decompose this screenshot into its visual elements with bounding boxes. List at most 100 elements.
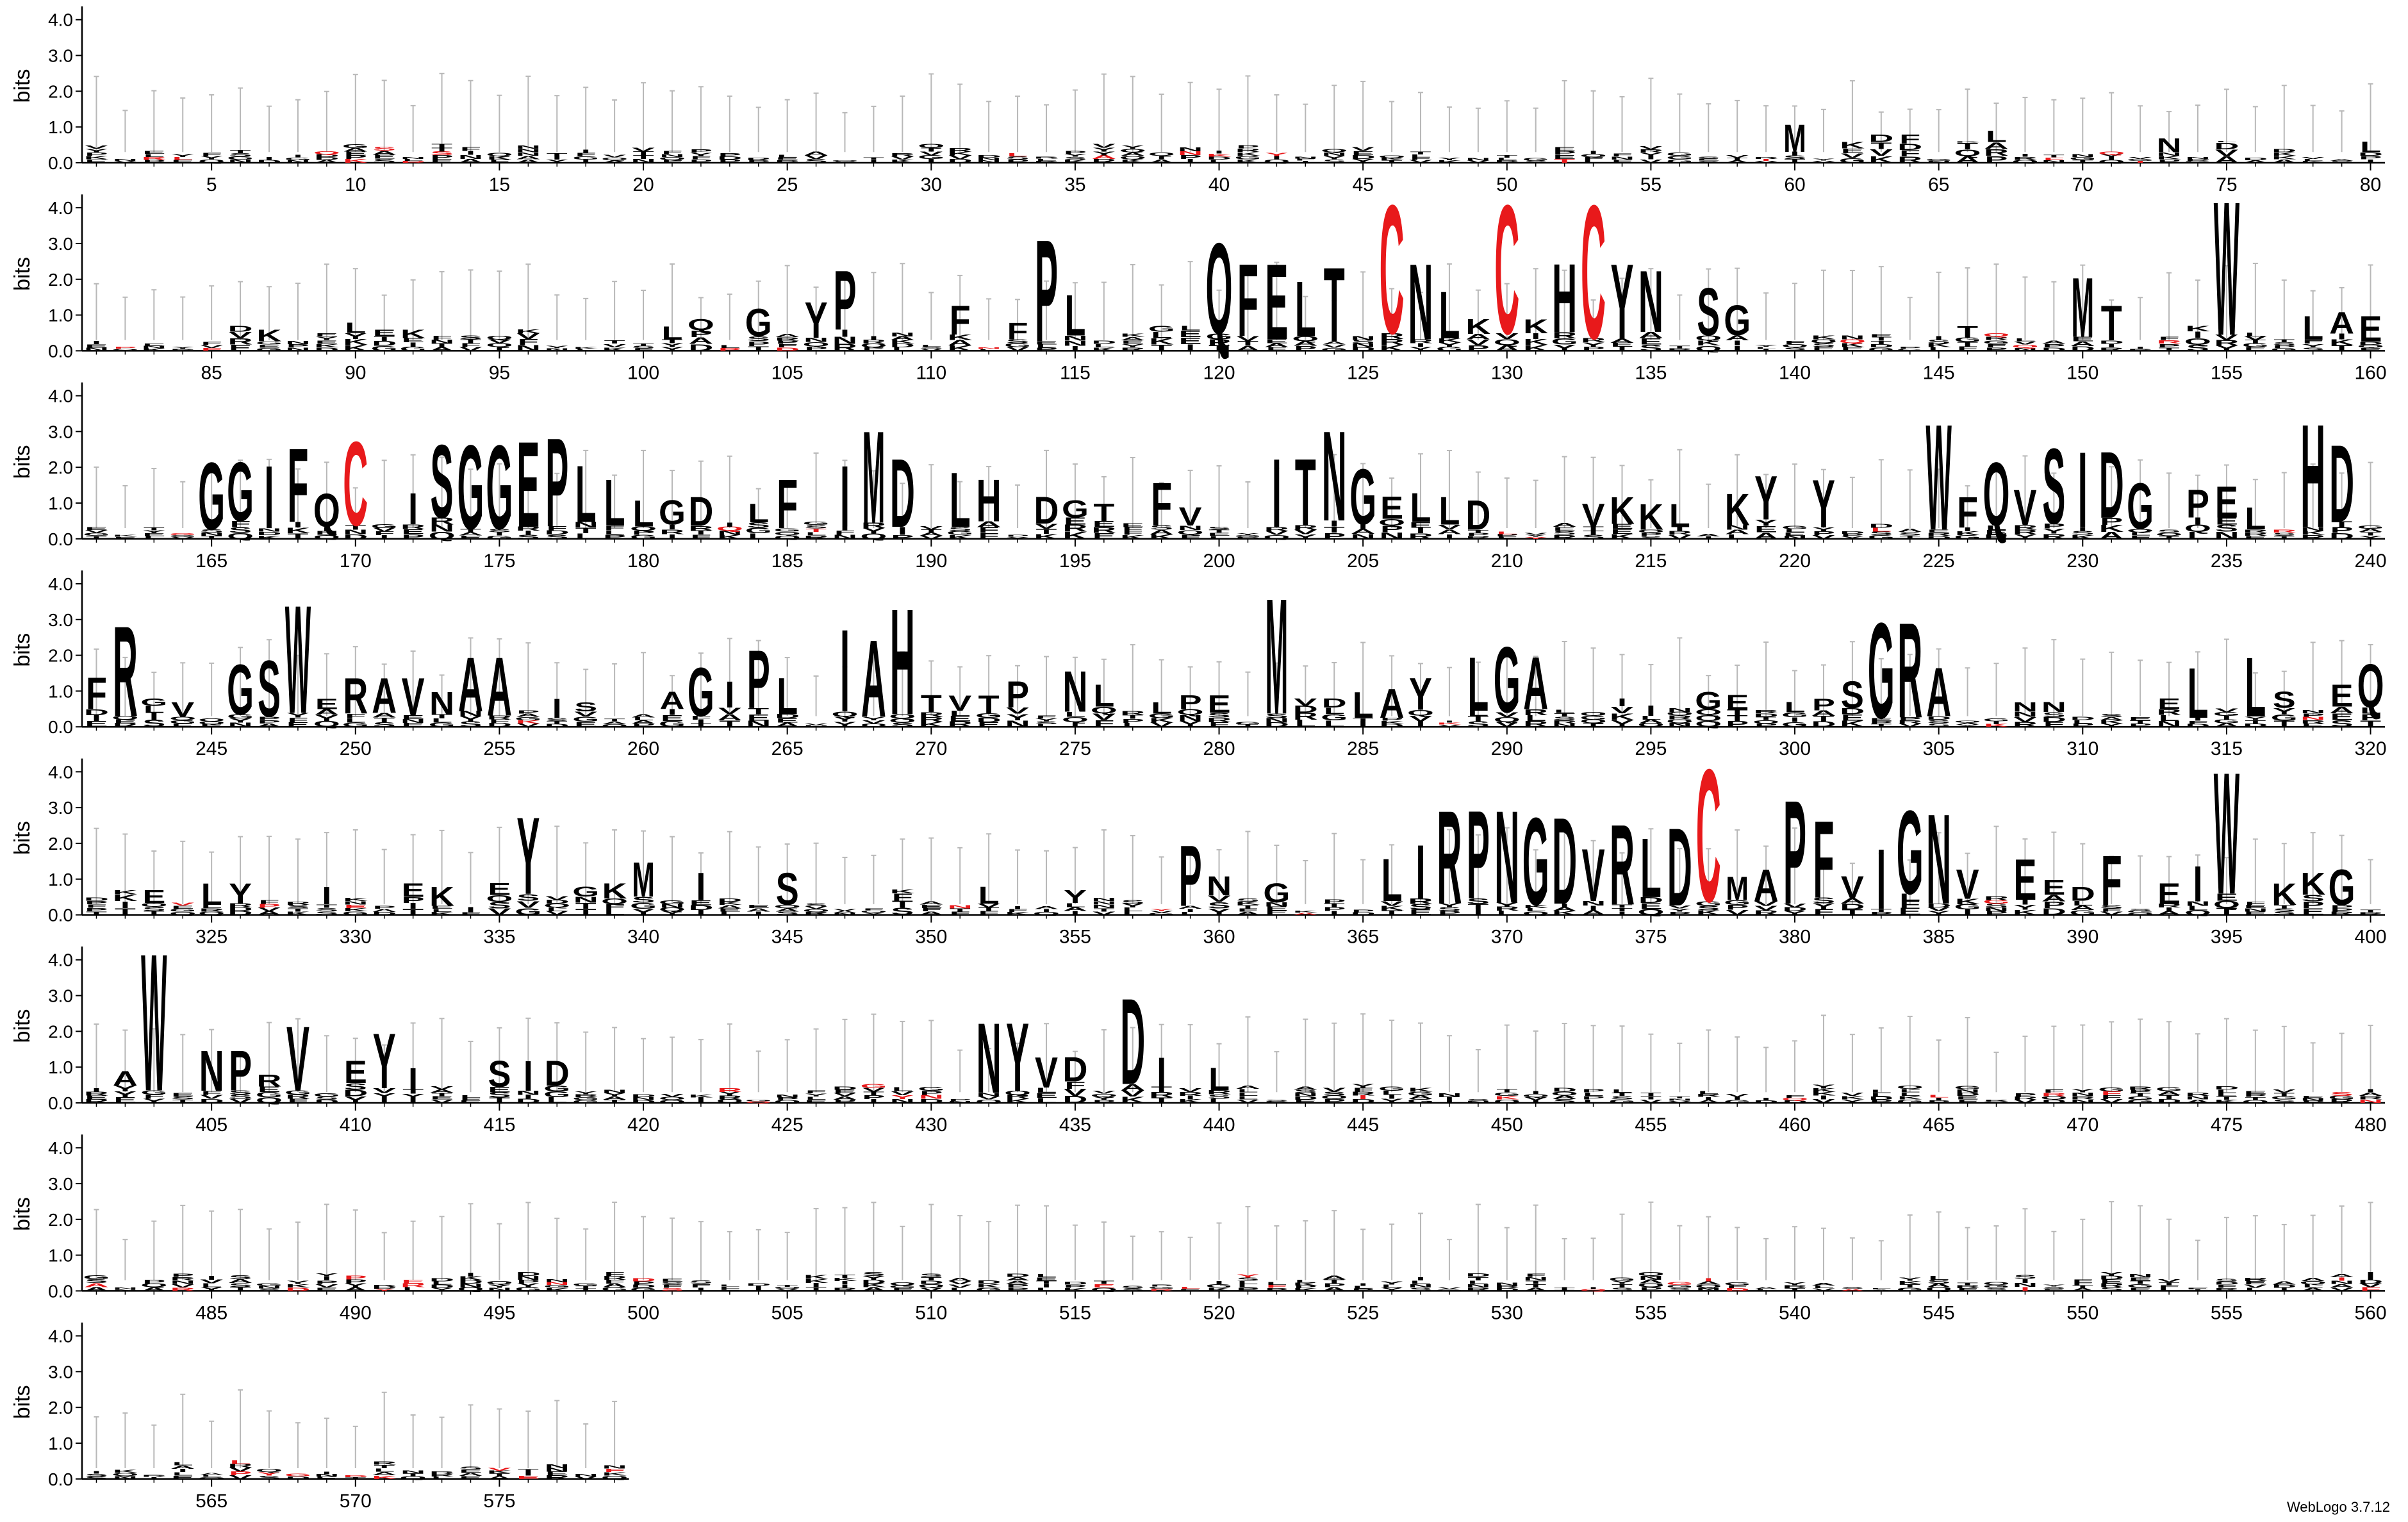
residue-letter: Q xyxy=(1378,517,1405,527)
residue-letter: T xyxy=(2245,339,2266,345)
y-tick-label: 2.0 xyxy=(48,458,73,477)
consensus-letter: E xyxy=(1726,691,1749,715)
residue-letter: P xyxy=(718,153,741,158)
residue-letter: D xyxy=(631,1093,656,1098)
consensus-letter: K xyxy=(1638,497,1663,538)
consensus-letter: F xyxy=(950,297,971,343)
residue-letter: E xyxy=(1093,532,1116,541)
residue-letter: F xyxy=(863,907,884,911)
residue-letter: A xyxy=(1235,345,1260,352)
y-tick-label: 2.0 xyxy=(48,1210,73,1230)
consensus-letter: K xyxy=(2186,325,2211,333)
residue-letter: V xyxy=(85,144,108,150)
residue-letter: P xyxy=(805,345,828,352)
residue-letter: T xyxy=(2331,344,2352,353)
residue-letter: Q xyxy=(486,152,513,157)
consensus-letter: K xyxy=(1610,490,1635,533)
residue-letter: I xyxy=(2107,156,2116,161)
residue-letter: D xyxy=(746,1283,771,1287)
consensus-letter: G xyxy=(1868,594,1895,747)
residue-letter: E xyxy=(776,157,799,161)
residue-letter: F xyxy=(1785,1095,1806,1098)
residue-letter: A xyxy=(2329,159,2354,161)
residue-letter: E xyxy=(1611,523,1634,531)
residue-letter: P xyxy=(689,329,713,339)
residue-letter: Y xyxy=(545,345,568,349)
residue-letter: K xyxy=(1062,159,1087,163)
consensus-letter: C xyxy=(1494,167,1519,372)
residue-letter: Q xyxy=(2011,159,2038,163)
residue-letter: P xyxy=(1208,338,1231,347)
residue-letter: P xyxy=(2157,158,2181,164)
residue-letter: R xyxy=(1984,1100,2009,1102)
residue-letter: V xyxy=(1351,146,1374,152)
residue-letter: L xyxy=(1208,535,1230,540)
residue-letter: E xyxy=(2186,1287,2209,1290)
residue-letter: Y xyxy=(1438,342,1461,348)
consensus-letter: I xyxy=(696,866,705,909)
consensus-letter: D xyxy=(1322,696,1347,711)
y-axis-label: bits xyxy=(10,1009,35,1043)
residue-letter: V xyxy=(1093,1090,1116,1095)
residue-letter: E xyxy=(1553,146,1576,153)
residue-letter: Y xyxy=(661,346,684,352)
consensus-letter: L xyxy=(1180,325,1201,332)
residue-letter: R xyxy=(2214,339,2239,347)
residue-letter: F xyxy=(259,900,280,906)
x-tick-label: 215 xyxy=(1635,550,1667,572)
consensus-letter: S xyxy=(431,423,454,540)
residue-letter: T xyxy=(863,156,885,161)
residue-letter: D xyxy=(2358,341,2383,345)
consensus-letter: N xyxy=(199,1039,224,1104)
residue-letter: A xyxy=(890,336,915,342)
residue-letter: P xyxy=(1035,347,1058,352)
residue-letter: P xyxy=(747,340,770,348)
logo-row-7: 0.0 1.0 2.0 3.0 4.0 bits 485 490 495 500 505 510 515… xyxy=(10,1134,2387,1323)
residue-letter: V xyxy=(1639,145,1662,150)
residue-letter: G xyxy=(256,1282,283,1286)
consensus-letter: L xyxy=(345,319,366,336)
residue-letter: F xyxy=(1525,1273,1546,1278)
residue-letter: F xyxy=(1870,1287,1892,1290)
consensus-letter: T xyxy=(921,690,942,717)
x-tick-label: 270 xyxy=(915,738,947,759)
residue-letter: G xyxy=(918,154,944,160)
residue-letter: T xyxy=(230,149,252,154)
residue-letter: Y xyxy=(1553,343,1576,352)
residue-letter: A xyxy=(1494,343,1519,352)
residue-letter: D xyxy=(1897,142,1922,152)
residue-letter: N xyxy=(977,160,1002,163)
consensus-letter: K xyxy=(429,882,454,912)
residue-letter: E xyxy=(1351,150,1374,156)
consensus-letter: D xyxy=(1667,806,1692,930)
residue-letter: P xyxy=(1064,150,1087,154)
y-tick-label: 1.0 xyxy=(48,681,73,701)
residue-letter: R xyxy=(861,522,886,530)
residue-letter: L xyxy=(1612,1088,1633,1093)
residue-letter: E xyxy=(1553,154,1576,160)
residue-letter: P xyxy=(113,346,136,349)
residue-letter: P xyxy=(142,1279,165,1285)
residue-letter: R xyxy=(1926,532,1951,537)
residue-letter: Y xyxy=(1121,343,1144,349)
residue-letter: K xyxy=(1149,336,1175,347)
consensus-letter: I xyxy=(725,674,734,716)
x-tick-label: 550 xyxy=(2066,1302,2099,1323)
residue-letter: E xyxy=(2302,1095,2325,1099)
residue-letter: Q xyxy=(1263,534,1290,540)
residue-letter: V xyxy=(459,346,482,352)
consensus-letter: D xyxy=(1120,973,1145,1111)
residue-letter: E xyxy=(1841,147,1864,155)
residue-letter: R xyxy=(1091,158,1116,164)
residue-letter: P xyxy=(1150,1284,1173,1287)
residue-letter: V xyxy=(1093,144,1116,149)
consensus-letter: E xyxy=(1380,490,1403,526)
x-tick-label: 20 xyxy=(632,174,654,195)
y-tick-label: 3.0 xyxy=(48,1362,73,1382)
x-tick-label: 25 xyxy=(777,174,798,195)
residue-letter: P xyxy=(1985,347,2008,352)
residue-letter: G xyxy=(371,345,398,352)
consensus-letter: T xyxy=(978,690,1000,719)
residue-letter: Q xyxy=(1292,335,1319,343)
residue-letter: K xyxy=(1868,154,1893,165)
